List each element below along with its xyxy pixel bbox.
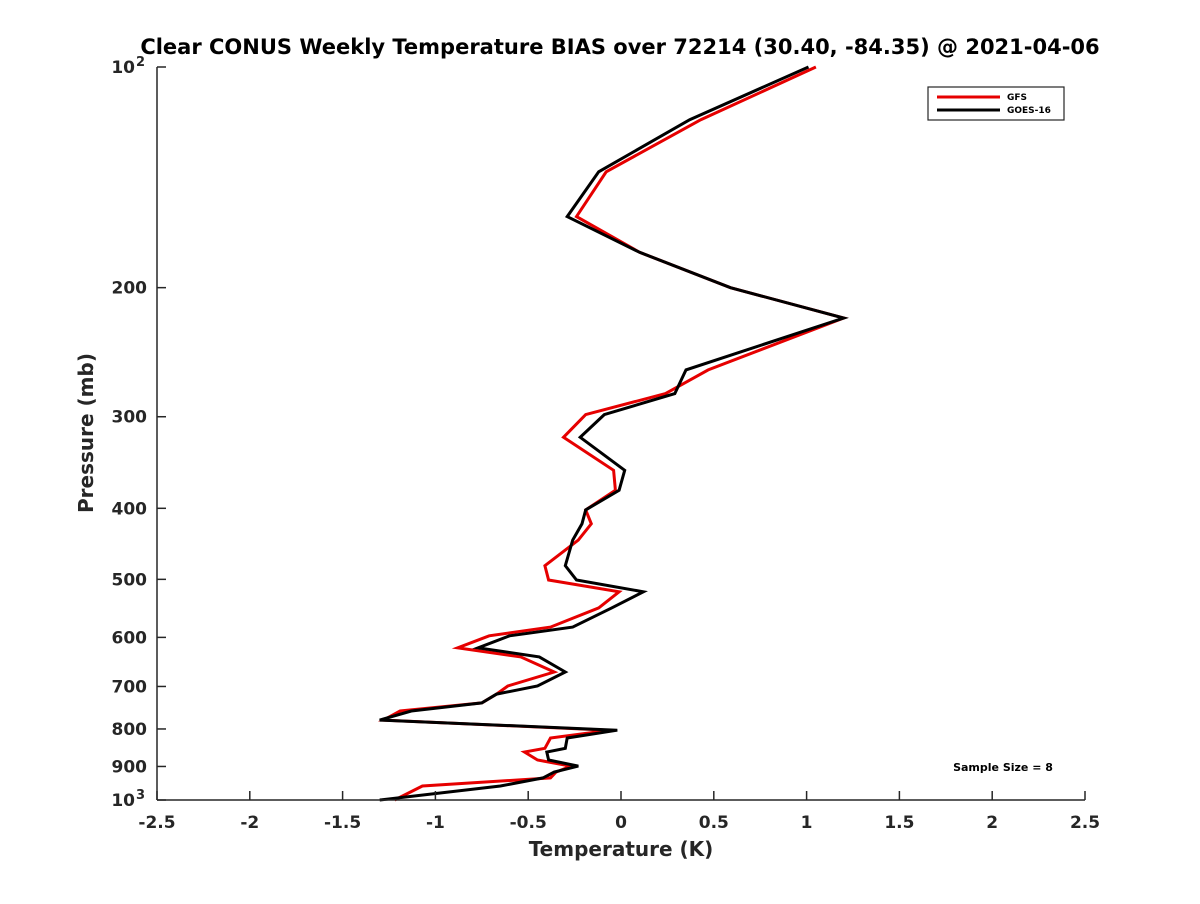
y-axis-label: Pressure (mb) bbox=[74, 353, 98, 513]
y-tick-label: 600 bbox=[112, 628, 148, 648]
y-tick-label: 10 bbox=[111, 58, 135, 78]
x-tick-label: -1.5 bbox=[324, 813, 361, 833]
x-tick-label: 2.5 bbox=[1070, 813, 1100, 833]
series-line-goes16 bbox=[379, 65, 849, 802]
y-tick-label: 900 bbox=[112, 757, 148, 777]
chart-title: Clear CONUS Weekly Temperature BIAS over… bbox=[140, 35, 1099, 59]
legend-label-gfs: GFS bbox=[1007, 93, 1027, 103]
axes: -2.5 -2 -1.5 -1 -0.5 0 0.5 1 1.5 2 2.510 2200300400… bbox=[111, 55, 1100, 833]
y-tick-label: 400 bbox=[112, 499, 148, 519]
y-tick-label: 200 bbox=[112, 279, 148, 299]
y-tick-label: 800 bbox=[112, 720, 148, 740]
x-tick-label: -1 bbox=[426, 813, 445, 833]
y-tick-label: 500 bbox=[112, 570, 148, 590]
x-tick-label: 1.5 bbox=[884, 813, 914, 833]
x-tick-label: -2.5 bbox=[138, 813, 175, 833]
legend: GFS GOES-16 bbox=[927, 86, 1065, 121]
x-tick-label: 0.5 bbox=[699, 813, 729, 833]
series-layer bbox=[377, 65, 849, 802]
legend-box bbox=[927, 86, 1065, 121]
y-tick-label: 700 bbox=[112, 677, 148, 697]
x-tick-label: 0 bbox=[615, 813, 627, 833]
y-tick-exponent: 2 bbox=[136, 55, 145, 70]
y-tick-exponent: 3 bbox=[136, 788, 145, 803]
legend-label-goes16: GOES-16 bbox=[1007, 106, 1051, 116]
series-line-gfs bbox=[377, 65, 849, 802]
x-tick-label: -0.5 bbox=[510, 813, 547, 833]
x-tick-label: -2 bbox=[240, 813, 259, 833]
x-axis-label: Temperature (K) bbox=[529, 837, 714, 861]
y-tick-label: 10 bbox=[111, 791, 135, 811]
x-tick-label: 2 bbox=[986, 813, 998, 833]
sample-size-annotation: Sample Size = 8 bbox=[953, 761, 1053, 774]
x-tick-label: 1 bbox=[801, 813, 813, 833]
y-tick-label: 300 bbox=[112, 408, 148, 428]
